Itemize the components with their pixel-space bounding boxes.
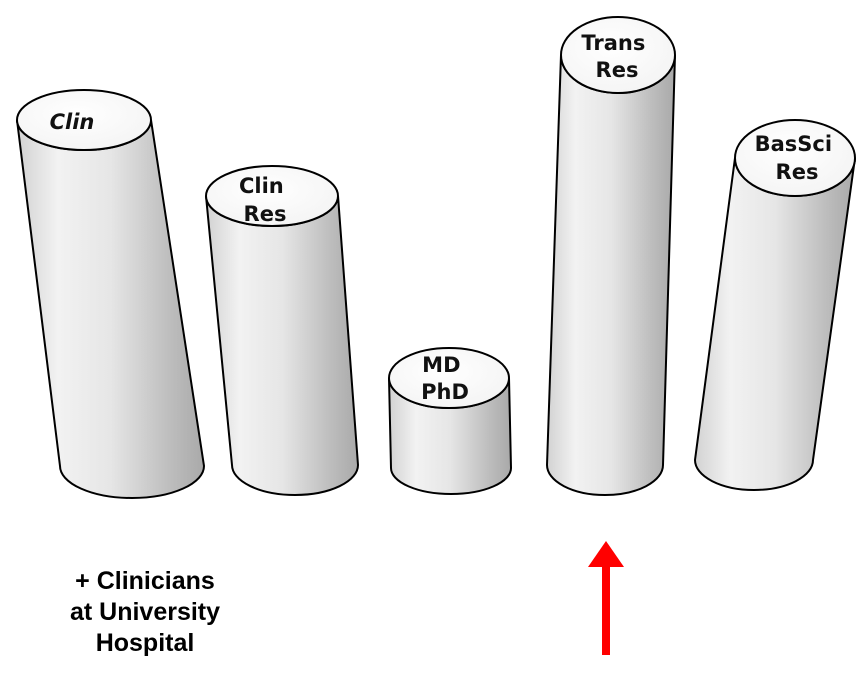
cylinder-clin-body — [16, 119, 206, 499]
svg-text:Trans Res: Trans Res — [581, 31, 652, 82]
arrow-head — [588, 541, 624, 567]
cylinder-trans-res-label-line1: Trans — [581, 31, 645, 55]
cylinder-clin-res: Clin Res — [205, 165, 360, 496]
footnote-line3: Hospital — [95, 629, 195, 657]
svg-text:MD PhD: MD PhD — [421, 353, 469, 404]
footnote-line2: at University — [69, 598, 221, 626]
cylinder-clin-res-label-line2: Res — [244, 202, 287, 226]
cylinder-clin-res-label-line1: Clin — [239, 174, 284, 198]
cylinder-clin-cap — [16, 89, 152, 151]
svg-text:Clin Res: Clin Res — [239, 174, 291, 226]
cylinder-clin: Clin — [16, 89, 206, 499]
cylinder-md-phd-label-line1: MD — [422, 353, 460, 377]
svg-text:Clin: Clin — [50, 110, 95, 134]
cylinder-clin-res-cap — [205, 165, 339, 227]
svg-text:BasSci Res: BasSci Res — [755, 132, 840, 184]
cylinder-trans-res-body — [545, 54, 676, 496]
cylinder-md-phd-label-line2: PhD — [421, 380, 469, 404]
arrow-shaft — [602, 563, 610, 655]
cylinder-md-phd-cap — [388, 347, 510, 409]
cylinder-bassci-res-label-line1: BasSci — [755, 132, 832, 156]
cylinder-bassci-res-body — [693, 157, 856, 491]
cylinder-trans-res-cap — [560, 16, 676, 94]
cylinder-trans-res: Trans Res — [545, 16, 676, 496]
cylinder-md-phd: MD PhD — [388, 347, 513, 495]
footnote-line1: + Clinicians — [75, 567, 215, 595]
cylinder-clin-label: Clin — [50, 110, 95, 134]
cylinder-bassci-res-label-line2: Res — [776, 160, 819, 184]
cylinder-trans-res-label-line2: Res — [596, 58, 639, 82]
footnote-text: + Clinicians at University Hospital — [30, 566, 260, 659]
red-up-arrow-icon — [588, 541, 624, 655]
cylinder-clin-res-body — [205, 195, 360, 496]
cylinder-bassci-res: BasSci Res — [693, 119, 856, 491]
cylinder-bassci-res-cap — [734, 119, 856, 197]
